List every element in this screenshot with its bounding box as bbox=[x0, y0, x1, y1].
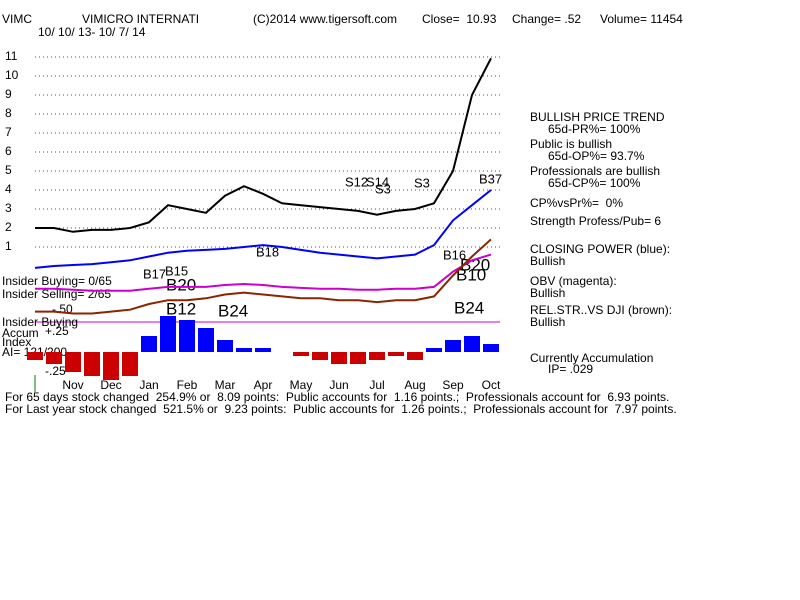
x-tick-label: Mar bbox=[215, 378, 236, 392]
accum-bar bbox=[198, 328, 214, 352]
stat: IP= .029 bbox=[548, 362, 593, 376]
accum-bar bbox=[483, 344, 499, 352]
x-tick-label: Jun bbox=[329, 378, 348, 392]
y-tick-label: 6 bbox=[5, 144, 12, 158]
status: Bullish bbox=[530, 315, 565, 329]
x-tick-label: May bbox=[290, 378, 313, 392]
status: Bullish bbox=[530, 254, 565, 268]
signal: B12 bbox=[166, 299, 196, 318]
accum-bar bbox=[388, 352, 404, 356]
y-tick-label: 11 bbox=[5, 49, 18, 63]
signal: S3 bbox=[414, 175, 430, 190]
accum-bar bbox=[122, 352, 138, 376]
y-tick-label: 5 bbox=[5, 163, 12, 177]
signal: S14 bbox=[366, 174, 389, 189]
signal: B16 bbox=[443, 247, 466, 262]
legend-entry: REL.STR..VS DJI (brown): bbox=[530, 303, 672, 317]
y-tick-label: 2 bbox=[5, 220, 12, 234]
accum-bar bbox=[312, 352, 328, 360]
accum-bar bbox=[369, 352, 385, 360]
accum-bar bbox=[141, 336, 157, 352]
x-tick-label: Apr bbox=[254, 378, 273, 392]
summary: For Last year stock changed 521.5% or 9.… bbox=[5, 402, 677, 416]
signal: S3 bbox=[375, 181, 391, 196]
signal: S12 bbox=[345, 174, 368, 189]
volume: Volume= 11454 bbox=[600, 12, 683, 26]
stat: Strength Profess/Pub= 6 bbox=[530, 214, 661, 228]
signal: B20 bbox=[166, 275, 196, 294]
y-tick-label: 1 bbox=[5, 239, 12, 253]
accum-bar bbox=[179, 320, 195, 352]
y-tick-label: 7 bbox=[5, 125, 12, 139]
x-tick-label: Nov bbox=[62, 378, 83, 392]
legend-entry: CLOSING POWER (blue): bbox=[530, 242, 670, 256]
accum-bar bbox=[65, 352, 81, 372]
stat: Currently Accumulation bbox=[530, 351, 653, 365]
x-tick-label: Aug bbox=[404, 378, 425, 392]
accum-bar bbox=[426, 348, 442, 352]
y-tick-label: 9 bbox=[5, 87, 12, 101]
signal: B15 bbox=[165, 263, 188, 278]
signal: B24 bbox=[218, 301, 248, 320]
series-line bbox=[35, 253, 492, 292]
panel-title: Index bbox=[2, 335, 31, 349]
stat: Professionals are bullish bbox=[530, 164, 660, 178]
series-line bbox=[35, 238, 492, 315]
accum-bar bbox=[350, 352, 366, 364]
stat: CP%vsPr%= 0% bbox=[530, 196, 623, 210]
y-tick-label: +.25 bbox=[45, 324, 69, 338]
series-line bbox=[34, 189, 492, 269]
x-tick-label: Oct bbox=[482, 378, 501, 392]
x-tick-label: Feb bbox=[177, 378, 198, 392]
x-tick-label: Jan bbox=[139, 378, 158, 392]
accum-bar bbox=[217, 340, 233, 352]
y-tick-label: 4 bbox=[5, 182, 12, 196]
accum-bar bbox=[293, 352, 309, 356]
series-line bbox=[35, 57, 492, 233]
signal: B18 bbox=[256, 244, 279, 259]
accum-bar bbox=[464, 336, 480, 352]
stat: Public is bullish bbox=[530, 137, 612, 151]
close: Close= 10.93 bbox=[422, 12, 497, 26]
stat: 65d-PR%= 100% bbox=[548, 122, 641, 136]
accum-bar bbox=[445, 340, 461, 352]
panel-title: Insider Buying bbox=[2, 315, 78, 329]
y-tick-label: 10 bbox=[5, 68, 19, 82]
legend-entry: OBV (magenta): bbox=[530, 274, 617, 288]
status: Bullish bbox=[530, 286, 565, 300]
change: Change= .52 bbox=[512, 12, 581, 26]
x-tick-label: Jul bbox=[369, 378, 384, 392]
copyright: (C)2014 www.tigersoft.com bbox=[253, 12, 397, 26]
y-tick-label: 3 bbox=[5, 201, 12, 215]
date-range: 10/ 10/ 13- 10/ 7/ 14 bbox=[38, 25, 146, 39]
signal: B17 bbox=[143, 266, 166, 281]
accum-bar bbox=[27, 352, 43, 360]
accum-bar bbox=[84, 352, 100, 376]
symbol: VIMC bbox=[2, 12, 32, 26]
y-tick-label: -.25 bbox=[45, 364, 66, 378]
x-tick-label: Sep bbox=[442, 378, 464, 392]
x-tick-label: Dec bbox=[100, 378, 121, 392]
stat: 65d-CP%= 100% bbox=[548, 176, 641, 190]
accum-bar bbox=[255, 348, 271, 352]
signal: B24 bbox=[454, 298, 484, 317]
trend: BULLISH PRICE TREND bbox=[530, 110, 665, 124]
panel-title: Accum bbox=[2, 326, 39, 340]
accum-bar bbox=[46, 352, 62, 364]
company-name: VIMICRO INTERNATI bbox=[82, 12, 199, 26]
insider-buying: Insider Buying= 0/65 bbox=[2, 274, 112, 288]
signal: B10 bbox=[456, 265, 486, 284]
y-tick-label: 8 bbox=[5, 106, 12, 120]
accum-bar bbox=[160, 316, 176, 352]
accum-bar bbox=[103, 352, 119, 380]
stat: 65d-OP%= 93.7% bbox=[548, 149, 645, 163]
accum-bar bbox=[331, 352, 347, 364]
signal: B37 bbox=[479, 171, 502, 186]
accum-bar bbox=[236, 348, 252, 352]
summary: For 65 days stock changed 254.9% or 8.09… bbox=[5, 390, 669, 404]
accum-bar bbox=[407, 352, 423, 360]
